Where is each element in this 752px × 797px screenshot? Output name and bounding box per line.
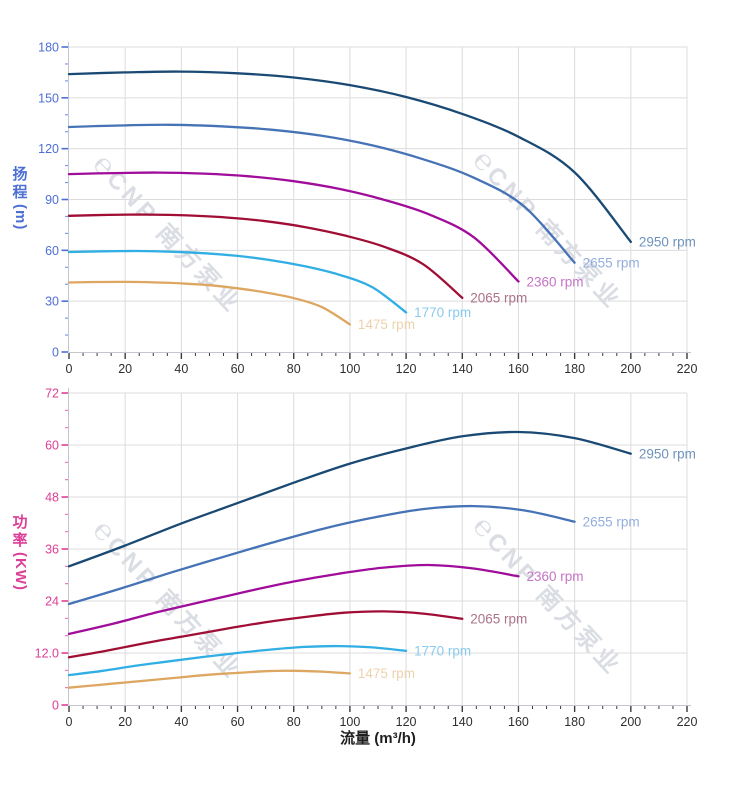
x-tick-label: 220 bbox=[677, 715, 698, 729]
x-tick-label: 200 bbox=[620, 362, 641, 376]
curve-1770-rpm[interactable] bbox=[67, 249, 408, 314]
curve-label-2360-rpm: 2360 rpm bbox=[526, 569, 583, 584]
curve-label-2655-rpm: 2655 rpm bbox=[583, 515, 640, 530]
x-tick-label: 100 bbox=[339, 362, 360, 376]
curve-label-2065-rpm: 2065 rpm bbox=[470, 612, 527, 627]
curve-2065-rpm[interactable] bbox=[67, 213, 464, 300]
curve-2360-rpm[interactable] bbox=[67, 563, 520, 636]
y-tick-label: 24 bbox=[45, 595, 59, 609]
chart-power-curves: 0 12.0 24 36 48 60 72 0 20 40 60 80 100 120 140 160 180 2… bbox=[35, 387, 698, 730]
y-tick-label: 60 bbox=[45, 244, 59, 258]
y-tick-label: 30 bbox=[45, 295, 59, 309]
x-tick-label: 20 bbox=[118, 362, 132, 376]
x-tick-label: 80 bbox=[287, 715, 301, 729]
curve-label-1475-rpm: 1475 rpm bbox=[358, 317, 415, 332]
x-tick-label: 20 bbox=[118, 715, 132, 729]
curve-label-2655-rpm: 2655 rpm bbox=[583, 256, 640, 271]
y-ticks bbox=[61, 392, 68, 706]
x-tick-label: 60 bbox=[231, 362, 245, 376]
power-axis-title-char: 率 bbox=[12, 531, 28, 549]
head-axis-unit: (m) bbox=[11, 204, 29, 231]
curve-label-2950-rpm: 2950 rpm bbox=[639, 446, 696, 461]
curve-1475-rpm[interactable] bbox=[67, 280, 352, 326]
curve-2065-rpm[interactable] bbox=[67, 610, 464, 659]
x-tick-label: 100 bbox=[339, 715, 360, 729]
curve-2360-rpm[interactable] bbox=[67, 171, 520, 283]
curve-label-1770-rpm: 1770 rpm bbox=[414, 305, 471, 320]
grid bbox=[69, 46, 688, 352]
y-ticks bbox=[61, 46, 68, 353]
y-tick-label: 120 bbox=[38, 142, 59, 156]
x-tick-label: 180 bbox=[564, 715, 585, 729]
head-axis-title: 扬 程 (m) bbox=[8, 166, 32, 231]
x-tick-label: 200 bbox=[620, 715, 641, 729]
y-tick-label: 36 bbox=[45, 543, 59, 557]
y-tick-label: 72 bbox=[45, 387, 59, 401]
x-tick-label: 80 bbox=[287, 362, 301, 376]
y-tick-label: 12.0 bbox=[35, 647, 59, 661]
grid bbox=[69, 392, 688, 705]
x-tick-label: 40 bbox=[174, 362, 188, 376]
x-tick-label: 180 bbox=[564, 362, 585, 376]
chart-head-curves: 0 30 60 90 120 150 180 0 20 40 60 80 100 120 140 160 180… bbox=[38, 41, 697, 377]
power-axis-unit: (KW) bbox=[11, 552, 29, 592]
curve-label-2950-rpm: 2950 rpm bbox=[639, 235, 696, 250]
power-axis-title-char: 功 bbox=[12, 514, 28, 531]
x-tick-label: 60 bbox=[231, 715, 245, 729]
x-tick-label: 160 bbox=[508, 362, 529, 376]
x-tick-label: 140 bbox=[452, 362, 473, 376]
curve-1475-rpm[interactable] bbox=[67, 669, 352, 689]
x-tick-label: 120 bbox=[396, 362, 417, 376]
y-tick-label: 180 bbox=[38, 41, 59, 55]
flow-axis-title: 流量 (m³/h) bbox=[340, 730, 416, 747]
y-tick-label: 48 bbox=[45, 491, 59, 505]
x-tick-label: 0 bbox=[66, 715, 73, 729]
y-tick-label: 0 bbox=[52, 699, 59, 713]
x-tick-label: 160 bbox=[508, 715, 529, 729]
x-ticks bbox=[68, 706, 688, 712]
x-tick-label: 140 bbox=[452, 715, 473, 729]
y-tick-label: 60 bbox=[45, 439, 59, 453]
curve-label-1770-rpm: 1770 rpm bbox=[414, 644, 471, 659]
x-ticks bbox=[68, 353, 688, 359]
head-axis-title-char: 程 bbox=[12, 183, 28, 201]
curve-label-2065-rpm: 2065 rpm bbox=[470, 291, 527, 306]
curve-label-2360-rpm: 2360 rpm bbox=[526, 274, 583, 289]
x-tick-label: 0 bbox=[66, 362, 73, 376]
power-axis-title: 功 率 (KW) bbox=[8, 514, 32, 591]
curve-2655-rpm[interactable] bbox=[67, 504, 576, 606]
curve-label-1475-rpm: 1475 rpm bbox=[358, 666, 415, 681]
y-tick-label: 150 bbox=[38, 91, 59, 105]
curve-2950-rpm[interactable] bbox=[67, 70, 632, 244]
y-tick-label: 90 bbox=[45, 193, 59, 207]
x-tick-label: 120 bbox=[396, 715, 417, 729]
head-axis-title-char: 扬 bbox=[12, 166, 28, 183]
x-tick-label: 40 bbox=[174, 715, 188, 729]
curve-1770-rpm[interactable] bbox=[67, 644, 408, 677]
curve-2950-rpm[interactable] bbox=[67, 430, 632, 568]
x-tick-label: 220 bbox=[677, 362, 698, 376]
y-tick-label: 0 bbox=[52, 346, 59, 360]
curve-2655-rpm[interactable] bbox=[67, 123, 576, 264]
